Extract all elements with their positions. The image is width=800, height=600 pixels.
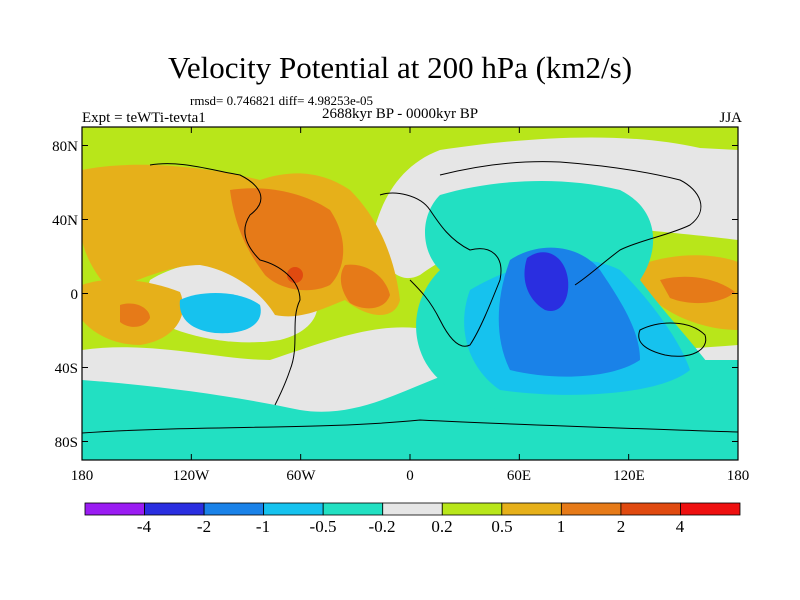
lon-label-180w: 180 (70, 468, 94, 484)
colorbar-label: 1 (556, 517, 566, 536)
colorbar-label: -4 (136, 517, 152, 536)
lat-label-0: 0 (70, 287, 79, 303)
field-strong-positive-pacific-spot (120, 303, 150, 327)
colorbar-swatch (560, 502, 622, 516)
colorbar-swatch (382, 502, 443, 516)
colorbar-label: 2 (616, 517, 626, 536)
coastline-eurasia (439, 161, 702, 286)
colorbar-swatch (84, 502, 145, 516)
colorbar-swatch (620, 502, 681, 516)
lon-label-0: 0 (406, 468, 414, 484)
coastline-africa (379, 192, 502, 347)
field-strong-positive-atlantic (230, 188, 344, 291)
lon-label-120w: 120W (172, 468, 210, 484)
colorbar-swatch (680, 502, 741, 516)
stats-text: rmsd= 0.746821 diff= 4.98253e-05 (190, 93, 374, 108)
coastline-antarctica (82, 419, 738, 434)
colorbar-swatch (501, 502, 562, 516)
lat-label-40s: 40S (54, 361, 78, 377)
lon-label-60e: 60E (506, 468, 532, 484)
figure-title: Velocity Potential at 200 hPa (km2/s) (167, 50, 633, 85)
colorbar-label: 0.2 (431, 517, 453, 536)
field-strong-positive-maritime (660, 276, 735, 304)
colorbar-swatch (322, 502, 384, 516)
field-peak-caribbean (287, 267, 303, 283)
colorbar-label: -0.2 (368, 517, 396, 536)
colorbar-swatch (441, 502, 503, 516)
coastline-australia (638, 322, 707, 357)
period-label: 2688kyr BP - 0000kyr BP (322, 106, 479, 122)
colorbar-swatch (203, 502, 265, 516)
lat-label-80n: 80N (52, 139, 78, 155)
colorbar-label: -2 (196, 517, 212, 536)
colorbar-swatch (144, 502, 205, 516)
colorbar (84, 502, 741, 516)
season-label: JJA (719, 110, 742, 126)
field-strong-positive-equatorial-atlantic (340, 264, 390, 309)
field-minimum-arabian-sea (524, 252, 569, 311)
lat-label-80s: 80S (54, 435, 78, 451)
colorbar-label: -0.5 (309, 517, 337, 536)
field-layer (82, 127, 738, 460)
colorbar-label: -1 (255, 517, 271, 536)
experiment-label: Expt = teWTi-tevta1 (82, 110, 206, 126)
colorbar-label: 4 (675, 517, 685, 536)
lon-label-180e: 180 (726, 468, 750, 484)
field-negative-east-pacific (179, 293, 261, 334)
lat-label-40n: 40N (52, 213, 78, 229)
coastline-americas (149, 163, 301, 406)
axis-ticks (81, 127, 739, 460)
lon-label-120e: 120E (613, 468, 645, 484)
colorbar-swatch (263, 502, 324, 516)
lon-label-60w: 60W (286, 468, 316, 484)
coastlines (82, 161, 738, 434)
colorbar-label: 0.5 (491, 517, 513, 536)
